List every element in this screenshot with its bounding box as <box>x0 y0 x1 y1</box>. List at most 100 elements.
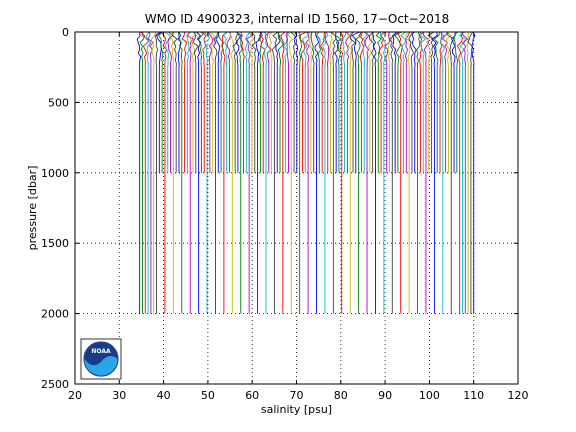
profile-line <box>316 31 322 173</box>
profile-line <box>203 31 210 314</box>
profile-line <box>263 31 269 314</box>
profile-line <box>217 31 224 173</box>
profile-line <box>329 31 337 314</box>
profile-line <box>397 31 404 314</box>
profile-line <box>335 31 342 173</box>
profile-line <box>158 31 164 173</box>
profile-line <box>136 31 142 314</box>
logo-wave <box>84 356 118 376</box>
profile-line <box>422 31 429 314</box>
profile-line <box>378 31 386 173</box>
x-tick-label: 100 <box>419 389 440 402</box>
profile-line <box>232 31 239 173</box>
y-axis-label: pressure [dbar] <box>26 166 39 251</box>
profile-line <box>339 31 344 314</box>
y-tick-label: 1500 <box>41 237 69 250</box>
profile-line <box>221 31 228 314</box>
profile-line <box>426 31 433 173</box>
profile-line <box>451 31 456 173</box>
profile-line <box>324 31 330 173</box>
profile-line <box>275 31 281 173</box>
profile-line <box>141 31 149 314</box>
profile-line <box>154 31 161 314</box>
profile-line <box>439 31 443 173</box>
profile-line <box>259 31 266 173</box>
logo-text: NOAA <box>91 348 111 355</box>
x-tick-label: 120 <box>508 389 529 402</box>
profile-line <box>319 31 325 173</box>
profile-line <box>349 31 356 173</box>
profile-line <box>305 31 310 314</box>
profile-line <box>248 31 255 173</box>
profile-line <box>445 31 453 173</box>
profile-line <box>213 31 219 314</box>
profile-line <box>427 31 435 173</box>
profile-line <box>388 31 396 314</box>
profile-line <box>384 31 390 173</box>
x-axis-ticks: 20 30 40 50 60 70 80 90 100 110 120 <box>68 32 529 402</box>
profile-line <box>416 31 421 314</box>
profile-line <box>355 31 363 314</box>
profile-line <box>189 31 197 173</box>
x-axis-label: salinity [psu] <box>261 403 332 416</box>
profile-line <box>280 31 286 314</box>
x-tick-label: 70 <box>290 389 304 402</box>
profile-line <box>466 31 471 314</box>
profile-line <box>257 31 264 173</box>
profile-line <box>362 31 368 173</box>
profile-line <box>441 31 449 173</box>
profile-line <box>392 31 399 173</box>
profile-line <box>150 31 157 314</box>
profile-line <box>369 31 375 173</box>
profile-line <box>228 31 235 314</box>
x-tick-label: 60 <box>245 389 259 402</box>
profile-line <box>244 31 250 173</box>
profile-line <box>167 31 174 173</box>
profile-line <box>236 31 244 314</box>
profile-line <box>250 31 257 173</box>
profile-line <box>456 31 464 314</box>
y-tick-label: 2000 <box>41 308 69 321</box>
profile-line <box>147 31 154 314</box>
profile-line <box>298 31 303 314</box>
profile-line <box>363 31 370 314</box>
profile-line <box>255 31 262 314</box>
profile-lines <box>136 31 476 314</box>
profile-line <box>226 31 232 173</box>
profile-line <box>246 31 253 314</box>
profile-line <box>357 31 365 173</box>
profile-line <box>405 31 412 314</box>
profile-line <box>404 31 411 173</box>
profile-line <box>145 31 152 314</box>
profile-line <box>453 31 459 173</box>
x-tick-label: 20 <box>68 389 82 402</box>
profile-line <box>302 31 309 173</box>
noaa-logo: NOAA <box>80 338 122 380</box>
profile-line <box>394 31 402 173</box>
profile-line <box>307 31 313 173</box>
logo-bird <box>84 342 118 366</box>
profile-line <box>287 31 294 314</box>
profile-line <box>411 31 417 173</box>
profile-line <box>375 31 383 173</box>
profile-line <box>198 31 205 173</box>
profile-line <box>345 31 352 173</box>
profile-line <box>207 31 213 173</box>
profile-line <box>440 31 445 314</box>
chart-title: WMO ID 4900323, internal ID 1560, 17−Oct… <box>145 12 449 26</box>
profile-line <box>310 31 315 173</box>
profile-line <box>379 31 386 314</box>
profile-line <box>419 31 427 173</box>
profile-line <box>285 31 289 173</box>
profile-line <box>418 31 425 173</box>
profile-line <box>447 31 456 314</box>
profile-line <box>277 31 283 173</box>
profile-line <box>196 31 202 314</box>
x-tick-label: 80 <box>334 389 348 402</box>
profile-line <box>200 31 207 173</box>
x-tick-label: 30 <box>112 389 126 402</box>
profile-line <box>160 31 168 314</box>
profile-line <box>172 31 178 173</box>
x-tick-label: 40 <box>157 389 171 402</box>
y-tick-label: 1000 <box>41 167 69 180</box>
